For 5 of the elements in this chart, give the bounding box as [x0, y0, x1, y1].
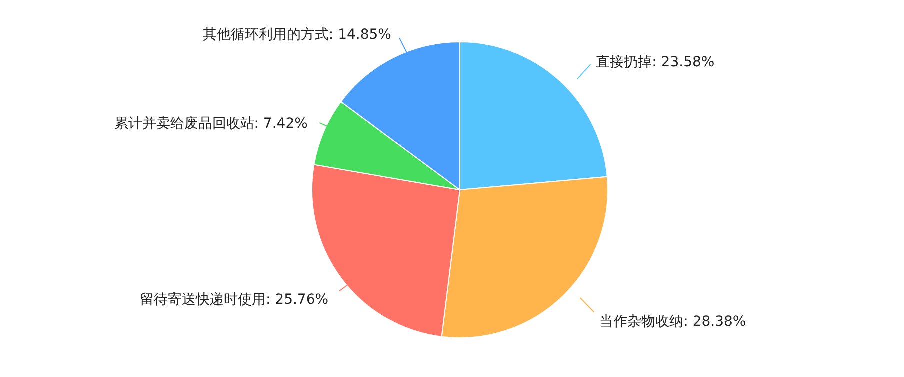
slice-label: 留待寄送快递时使用: 25.76% [140, 292, 329, 308]
slice-label: 直接扔掉: 23.58% [596, 54, 715, 71]
slice-label: 当作杂物收纳: 28.38% [600, 314, 746, 330]
slice-label: 其他循环利用的方式: 14.85% [202, 27, 392, 44]
slice-label: 累计并卖给废品回收站: 7.42% [114, 116, 308, 132]
